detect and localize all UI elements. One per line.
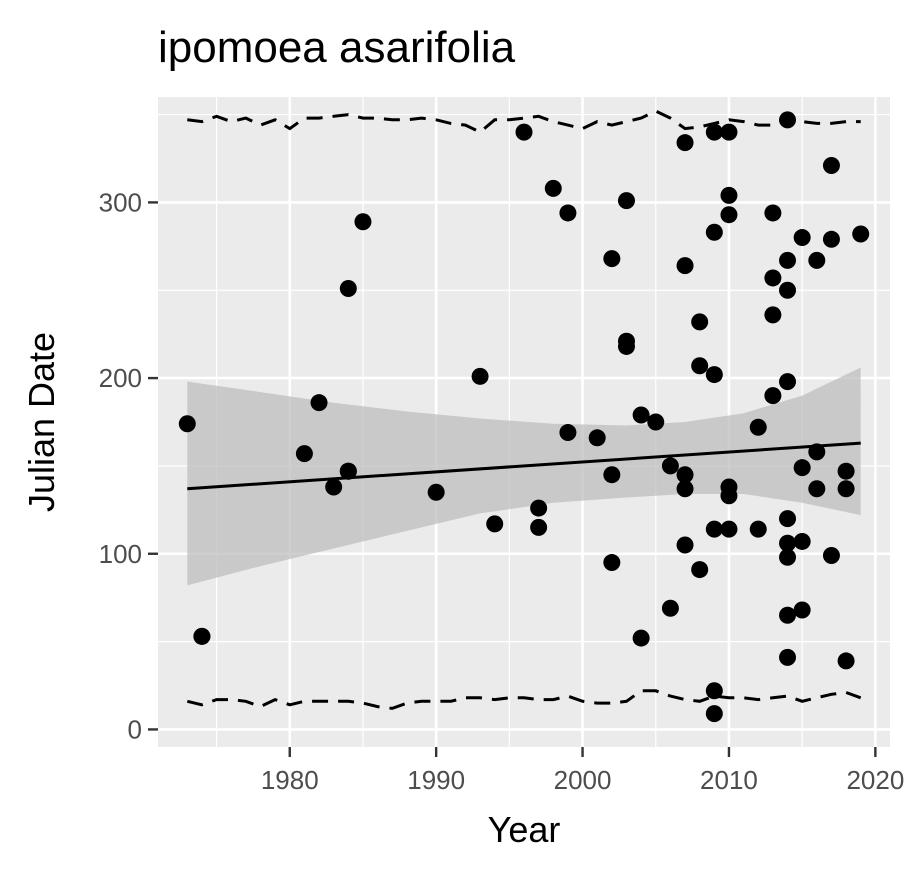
data-point [779, 281, 797, 299]
y-axis: 0 100 200 300 [99, 187, 158, 744]
data-point [720, 123, 738, 141]
trend-line [187, 441, 861, 491]
data-point [676, 466, 694, 484]
data-point [822, 157, 840, 175]
data-point [779, 510, 797, 528]
data-point [808, 480, 826, 498]
data-point [779, 534, 797, 552]
x-tick-label: 2000 [554, 765, 612, 795]
data-point [647, 413, 665, 431]
data-point [691, 357, 709, 375]
data-point [178, 415, 196, 433]
data-point [632, 629, 650, 647]
data-point [779, 548, 797, 566]
data-point [530, 518, 548, 536]
data-point [691, 561, 709, 579]
data-point [764, 306, 782, 324]
data-point [310, 394, 328, 412]
data-point [808, 443, 826, 461]
data-point [720, 487, 738, 505]
data-point [852, 225, 870, 243]
x-axis-title: Year [488, 809, 561, 850]
data-points [178, 111, 870, 723]
data-point [617, 192, 635, 210]
data-point [617, 337, 635, 355]
data-point [779, 111, 797, 129]
data-point [339, 462, 357, 480]
data-point [779, 648, 797, 666]
data-point [530, 499, 548, 517]
data-point [720, 520, 738, 538]
data-point [705, 520, 723, 538]
data-point [705, 705, 723, 723]
data-point [764, 269, 782, 287]
data-point [720, 186, 738, 204]
data-point [793, 532, 811, 550]
data-point [779, 373, 797, 391]
data-point [837, 652, 855, 670]
data-point [837, 480, 855, 498]
data-point [705, 366, 723, 384]
data-point [661, 457, 679, 475]
data-point [822, 547, 840, 565]
data-point [808, 251, 826, 269]
data-point [691, 313, 709, 331]
x-tick-label: 1980 [261, 765, 319, 795]
y-tick-label: 300 [99, 187, 142, 217]
data-point [339, 279, 357, 297]
data-point [793, 601, 811, 619]
data-point [720, 206, 738, 224]
data-point [676, 480, 694, 498]
data-point [749, 418, 767, 436]
data-point [837, 462, 855, 480]
data-point [749, 520, 767, 538]
chart-title: ipomoea asarifolia [158, 23, 516, 72]
data-point [705, 123, 723, 141]
y-axis-title: Julian Date [21, 332, 62, 512]
data-point [764, 204, 782, 222]
data-point [632, 406, 650, 424]
x-tick-label: 1990 [407, 765, 465, 795]
data-point [661, 599, 679, 617]
data-point [793, 459, 811, 477]
data-point [471, 367, 489, 385]
data-point [515, 123, 533, 141]
y-tick-label: 100 [99, 539, 142, 569]
data-point [676, 257, 694, 275]
data-point [603, 466, 621, 484]
data-point [486, 515, 504, 533]
lower-quantile-line [186, 689, 862, 710]
data-point [822, 230, 840, 248]
data-point [559, 424, 577, 442]
data-point [779, 251, 797, 269]
y-tick-label: 200 [99, 363, 142, 393]
data-point [793, 229, 811, 247]
data-point [295, 445, 313, 463]
confidence-band [187, 367, 861, 586]
data-point [588, 429, 606, 447]
data-point [676, 536, 694, 554]
data-point [427, 483, 445, 501]
data-point [193, 627, 211, 645]
data-point [705, 682, 723, 700]
data-point [676, 134, 694, 152]
x-tick-label: 2010 [700, 765, 758, 795]
x-axis: 1980 1990 2000 2010 2020 [261, 747, 904, 795]
data-point [354, 213, 372, 231]
data-point [764, 387, 782, 405]
data-point [603, 554, 621, 572]
data-point [325, 478, 343, 496]
data-point [603, 250, 621, 268]
data-point [705, 223, 723, 241]
data-point [559, 204, 577, 222]
data-point [544, 179, 562, 197]
data-point [779, 606, 797, 624]
y-tick-label: 0 [128, 714, 142, 744]
x-tick-label: 2020 [846, 765, 904, 795]
